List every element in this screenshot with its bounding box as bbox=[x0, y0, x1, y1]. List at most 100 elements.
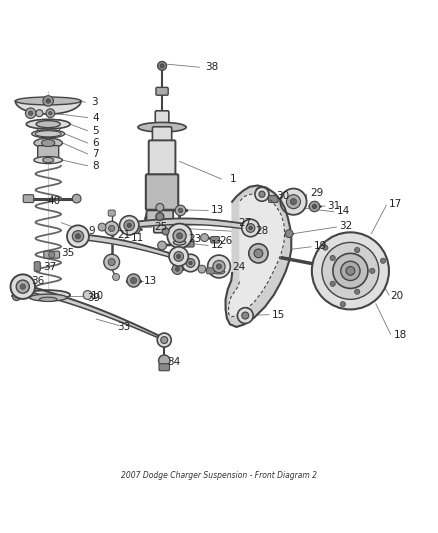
Text: 4: 4 bbox=[92, 112, 99, 123]
Circle shape bbox=[341, 261, 360, 280]
Circle shape bbox=[162, 228, 169, 235]
Ellipse shape bbox=[138, 123, 186, 132]
Circle shape bbox=[49, 111, 52, 115]
Circle shape bbox=[172, 264, 183, 274]
Ellipse shape bbox=[34, 157, 62, 164]
Circle shape bbox=[346, 266, 355, 275]
Polygon shape bbox=[127, 219, 252, 230]
Circle shape bbox=[280, 189, 307, 215]
Circle shape bbox=[72, 194, 81, 203]
Circle shape bbox=[354, 289, 360, 294]
Circle shape bbox=[249, 226, 252, 230]
FancyBboxPatch shape bbox=[159, 364, 170, 371]
Circle shape bbox=[237, 308, 253, 324]
Text: 32: 32 bbox=[339, 221, 353, 231]
Circle shape bbox=[43, 96, 53, 106]
FancyBboxPatch shape bbox=[44, 251, 60, 258]
Ellipse shape bbox=[34, 138, 62, 148]
Circle shape bbox=[28, 111, 33, 115]
Circle shape bbox=[157, 333, 171, 347]
Ellipse shape bbox=[39, 297, 57, 302]
Circle shape bbox=[67, 225, 89, 247]
Circle shape bbox=[127, 274, 140, 287]
Circle shape bbox=[340, 302, 346, 307]
Text: 10: 10 bbox=[91, 291, 104, 301]
Circle shape bbox=[175, 205, 186, 216]
Circle shape bbox=[16, 280, 29, 293]
Circle shape bbox=[36, 110, 43, 117]
Text: 35: 35 bbox=[61, 248, 74, 259]
Circle shape bbox=[285, 230, 293, 238]
Circle shape bbox=[177, 254, 181, 259]
Circle shape bbox=[12, 292, 21, 301]
Text: 27: 27 bbox=[239, 217, 252, 228]
Circle shape bbox=[290, 199, 297, 205]
Circle shape bbox=[11, 274, 35, 299]
FancyBboxPatch shape bbox=[152, 127, 172, 150]
Circle shape bbox=[178, 208, 183, 213]
Circle shape bbox=[175, 267, 180, 271]
Circle shape bbox=[173, 229, 186, 243]
FancyBboxPatch shape bbox=[38, 146, 59, 161]
Circle shape bbox=[83, 290, 92, 300]
Text: 18: 18 bbox=[393, 330, 406, 340]
Circle shape bbox=[160, 64, 164, 68]
Circle shape bbox=[98, 223, 106, 231]
Text: 23: 23 bbox=[188, 235, 201, 244]
Text: 38: 38 bbox=[205, 62, 218, 72]
Circle shape bbox=[158, 61, 166, 70]
Text: 30: 30 bbox=[276, 190, 289, 200]
FancyBboxPatch shape bbox=[148, 140, 175, 187]
Circle shape bbox=[330, 281, 336, 286]
Circle shape bbox=[49, 252, 55, 258]
Circle shape bbox=[242, 312, 249, 319]
Circle shape bbox=[174, 252, 184, 261]
Circle shape bbox=[255, 187, 269, 201]
Text: 24: 24 bbox=[232, 262, 245, 272]
Text: 29: 29 bbox=[310, 188, 323, 198]
FancyBboxPatch shape bbox=[23, 195, 34, 203]
Ellipse shape bbox=[42, 157, 53, 163]
Ellipse shape bbox=[42, 140, 55, 147]
FancyBboxPatch shape bbox=[146, 211, 173, 223]
Text: 14: 14 bbox=[336, 206, 350, 216]
FancyBboxPatch shape bbox=[155, 111, 169, 124]
Circle shape bbox=[127, 223, 131, 228]
Text: 2007 Dodge Charger Suspension - Front Diagram 2: 2007 Dodge Charger Suspension - Front Di… bbox=[121, 471, 317, 480]
Circle shape bbox=[370, 268, 375, 273]
Circle shape bbox=[131, 225, 140, 233]
Circle shape bbox=[46, 109, 55, 118]
Text: 40: 40 bbox=[47, 196, 60, 206]
Text: 26: 26 bbox=[219, 236, 232, 246]
Ellipse shape bbox=[35, 131, 61, 137]
FancyBboxPatch shape bbox=[268, 196, 278, 203]
Ellipse shape bbox=[32, 130, 65, 138]
Ellipse shape bbox=[15, 97, 81, 105]
Text: 33: 33 bbox=[117, 321, 131, 332]
Circle shape bbox=[312, 232, 389, 310]
Circle shape bbox=[158, 241, 166, 250]
Text: 19: 19 bbox=[314, 241, 327, 251]
Circle shape bbox=[156, 213, 164, 221]
Circle shape bbox=[120, 216, 139, 235]
Circle shape bbox=[259, 191, 265, 197]
Text: 34: 34 bbox=[167, 357, 180, 367]
Ellipse shape bbox=[36, 120, 60, 128]
Circle shape bbox=[246, 223, 255, 232]
Circle shape bbox=[330, 255, 336, 261]
Circle shape bbox=[72, 231, 84, 242]
Circle shape bbox=[186, 259, 195, 268]
Circle shape bbox=[105, 221, 119, 236]
Text: 25: 25 bbox=[154, 222, 167, 232]
Text: 31: 31 bbox=[328, 201, 341, 211]
Text: 8: 8 bbox=[92, 161, 99, 171]
Polygon shape bbox=[21, 284, 166, 341]
Circle shape bbox=[312, 204, 317, 209]
Text: 13: 13 bbox=[211, 205, 224, 215]
Text: 11: 11 bbox=[131, 233, 144, 243]
Text: 21: 21 bbox=[117, 230, 131, 240]
Polygon shape bbox=[15, 101, 81, 114]
Text: 39: 39 bbox=[88, 293, 101, 303]
FancyBboxPatch shape bbox=[34, 262, 40, 271]
Circle shape bbox=[322, 243, 379, 300]
